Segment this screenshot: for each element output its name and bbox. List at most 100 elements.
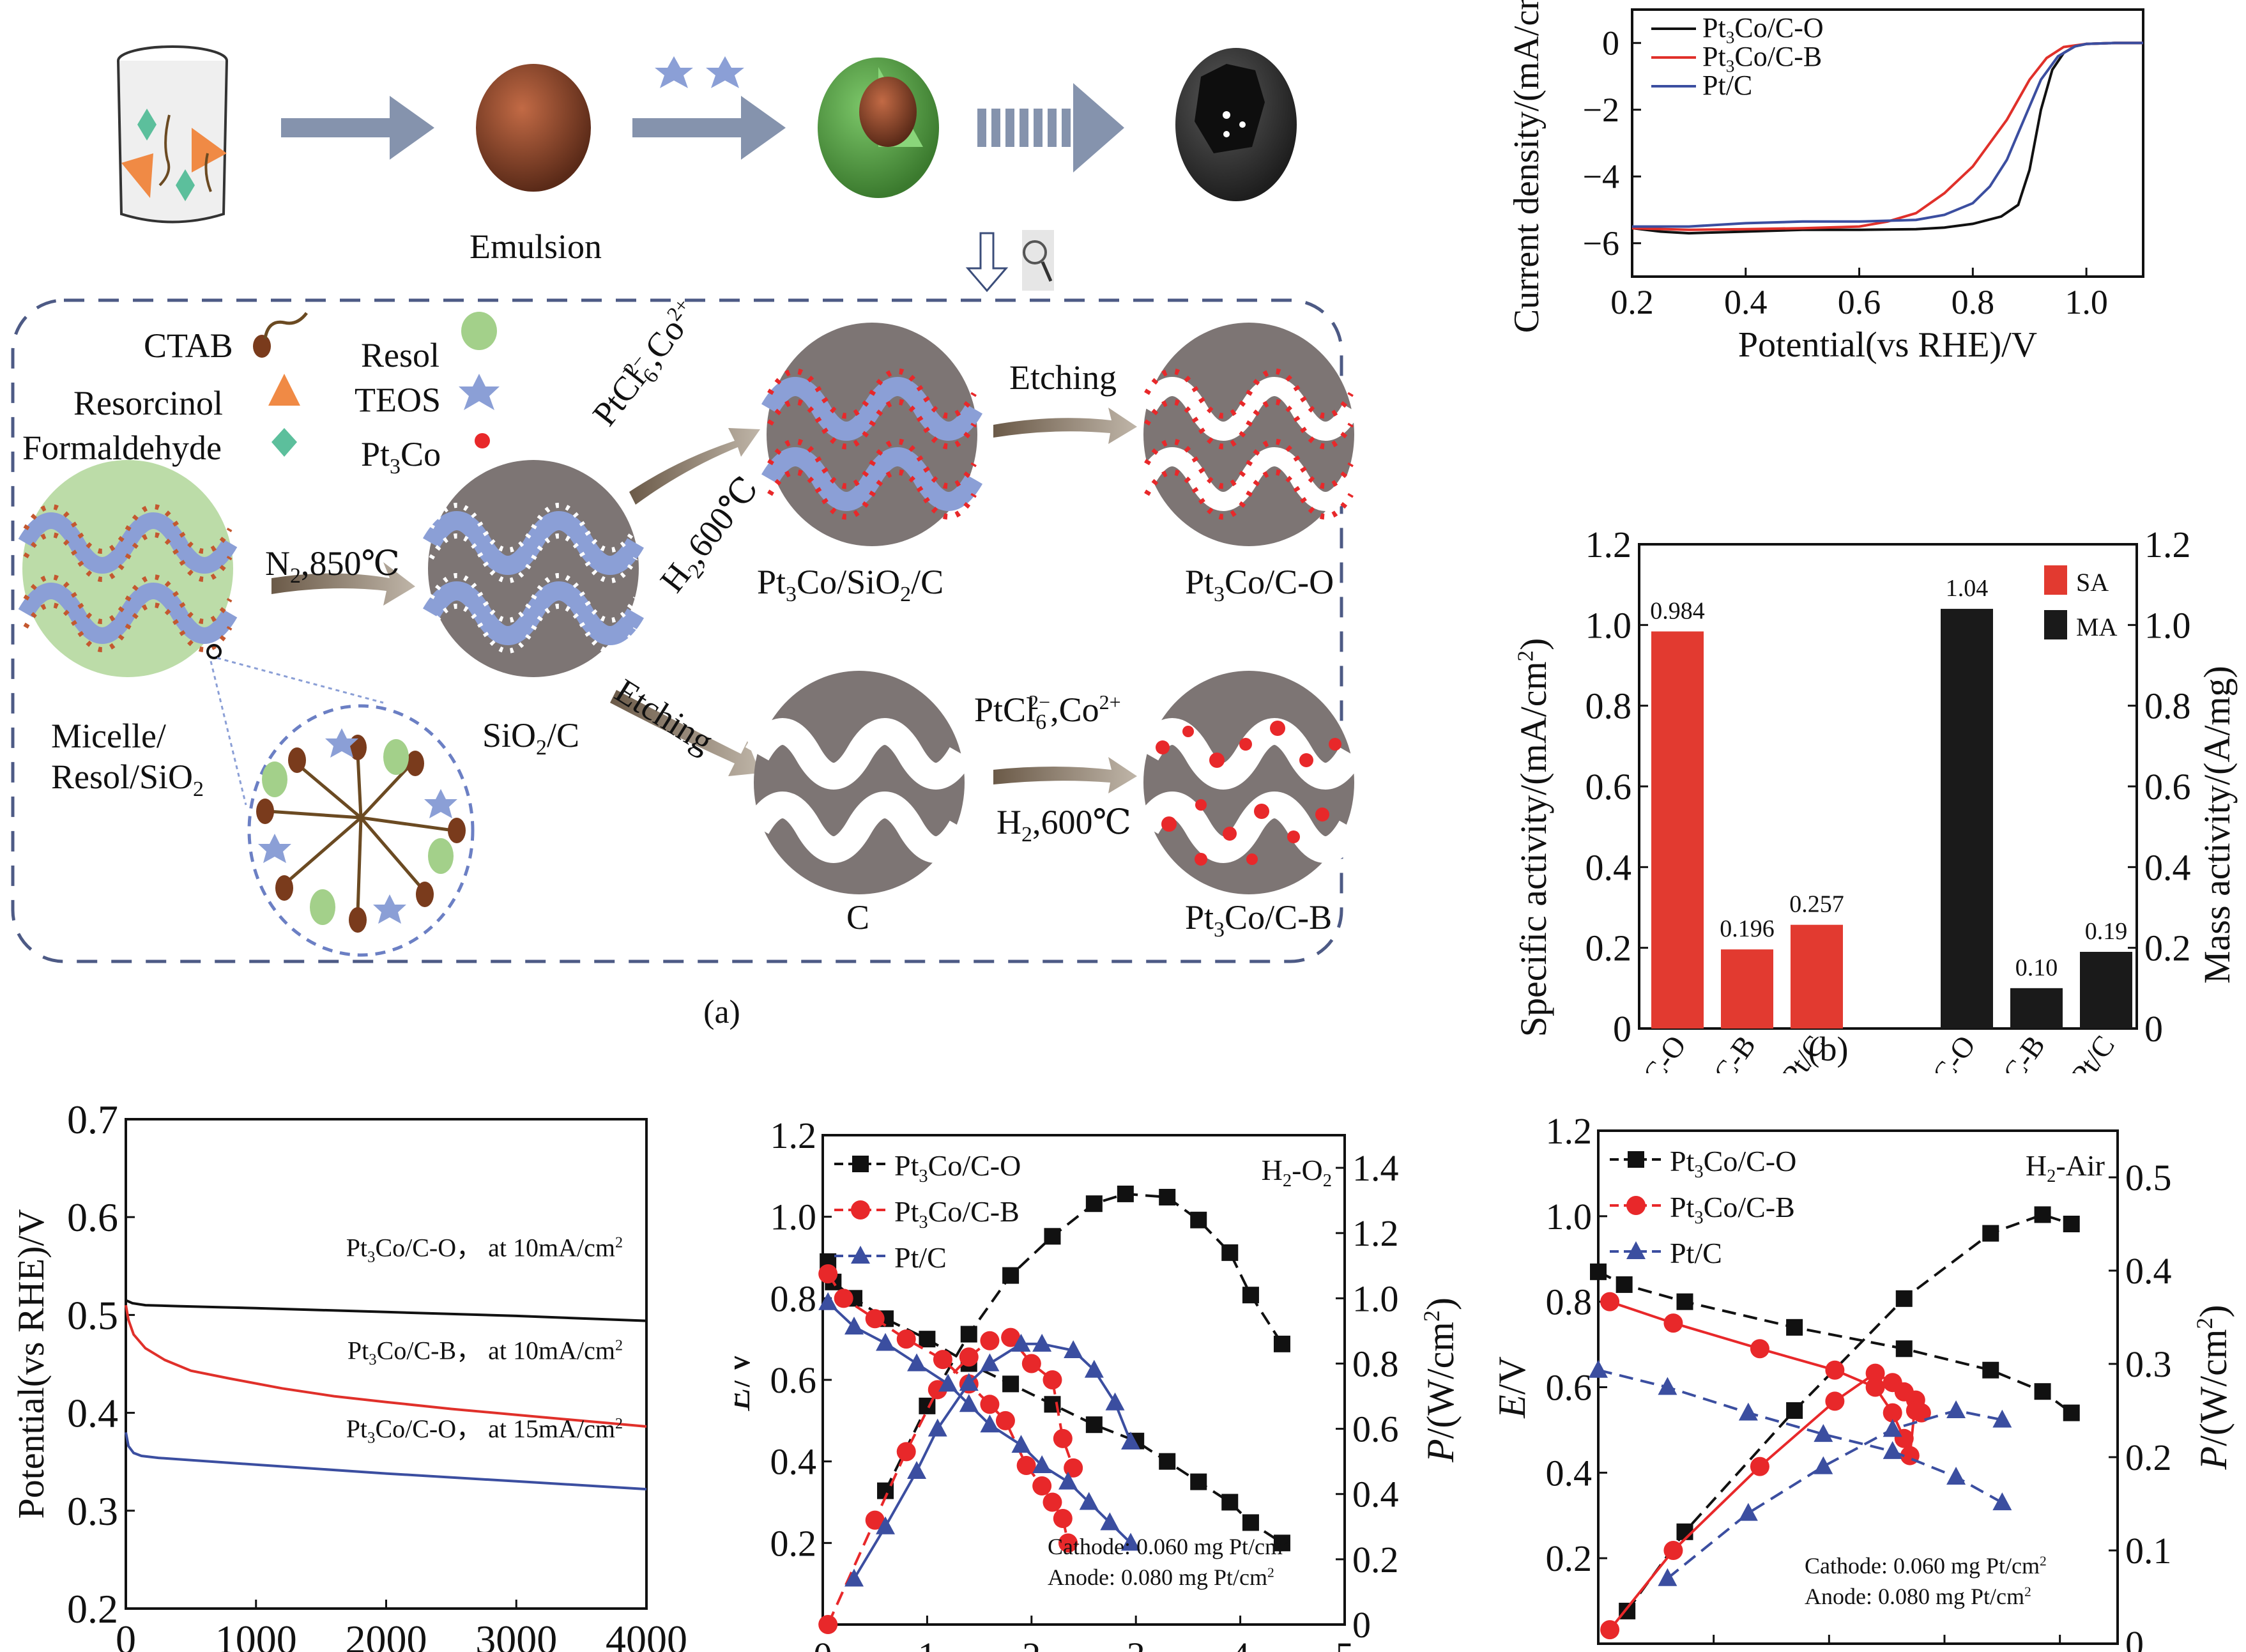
y2-tick-label: 0.8: [2144, 685, 2191, 727]
schematic-panel: Emulsion CTAB Resorcinol Formaldehyde Re…: [0, 0, 1488, 1073]
y-tick-label: −6: [1583, 224, 1619, 263]
polarization-point: [919, 1331, 936, 1348]
carbon-sphere: [745, 671, 974, 894]
polarization-point: [933, 1350, 952, 1370]
down-arrow-icon: [965, 232, 1009, 293]
polarization-point: [1079, 1492, 1099, 1510]
power-point: [1894, 1382, 1914, 1402]
polarization-point: [1883, 1441, 1902, 1459]
polarization-point: [1750, 1339, 1769, 1359]
x-category-label: Pt/C: [2064, 1029, 2121, 1073]
legend-swatch-sa: [2044, 565, 2067, 595]
lower-reagent-label: PtCl62−,Co2+: [974, 691, 1121, 734]
legend-label: Pt/C: [894, 1241, 947, 1274]
polarization-point: [1865, 1377, 1885, 1397]
n2-step-label: N2,850℃: [265, 544, 400, 588]
polarization-point: [1589, 1359, 1608, 1378]
polarization-point: [980, 1414, 1000, 1433]
bar-value-label: 1.04: [1946, 575, 1989, 602]
legend-resol: Resol: [361, 336, 440, 374]
orr-lsv-chart: 0.2 0.4 0.6 0.8 1.0 0 −2 −4 −6 Potential(vs RHE)/…: [1507, 0, 2144, 365]
series-annotation: Pt3​Co/C-B， at 10mA/cm2​: [348, 1336, 623, 1368]
y2-tick-label: 0.3: [2125, 1343, 2172, 1385]
series-line-1: [1631, 42, 2143, 231]
series-line-1: [125, 1304, 647, 1428]
legend-label: Pt3​Co/C-O: [894, 1149, 1021, 1186]
y2-tick-label: 0.5: [2125, 1157, 2172, 1198]
pt3co-c-b-sphere: [1134, 671, 1363, 894]
legend-label: Pt3​Co/C-B: [1702, 41, 1822, 76]
x-tick-label: 0.2: [1610, 283, 1654, 321]
power-point: [1895, 1290, 1913, 1307]
power-point: [907, 1460, 927, 1479]
legend-marker: [1626, 1196, 1646, 1215]
polarization-point: [1273, 1534, 1290, 1552]
polarization-point: [1600, 1292, 1620, 1312]
power-line-0: [884, 1192, 1283, 1492]
x-tick-label: 5: [1336, 1635, 1354, 1652]
y-tick-label: 0: [1602, 24, 1619, 62]
legend-label: Pt3​Co/C-O: [1670, 1145, 1796, 1182]
legend-teos: TEOS: [355, 381, 441, 419]
y2-tick-label: 1.2: [2144, 524, 2191, 565]
polarization-line-1: [827, 1273, 1069, 1543]
y2-axis-title: Mass activity/(A/mg): [2196, 666, 2238, 984]
y-tick-label: 0.2: [770, 1522, 817, 1564]
magnifier-icon: [1022, 230, 1054, 291]
power-point: [1011, 1333, 1031, 1352]
power-point: [1663, 1541, 1683, 1560]
y2-tick-label: 0.4: [2125, 1250, 2172, 1292]
y-tick-label: 0: [1613, 1008, 1631, 1050]
power-point: [1043, 1370, 1062, 1389]
c-label: C: [846, 898, 870, 937]
power-point: [1117, 1185, 1134, 1202]
polarization-point: [1616, 1276, 1633, 1293]
beaker-icon: [117, 45, 228, 224]
polarization-point: [2063, 1404, 2080, 1421]
power-point: [1982, 1225, 1999, 1242]
arrow-icon: [271, 562, 415, 606]
bar-ma: [2010, 988, 2063, 1029]
y-tick-label: 0.4: [1546, 1452, 1593, 1494]
caption-a: (a): [703, 994, 740, 1030]
x-category-label: Pt3​Co/C-O: [1593, 1029, 1696, 1073]
y-tick-label: 1.2: [770, 1115, 817, 1156]
polarization-point: [1825, 1360, 1845, 1380]
formaldehyde-icon: [271, 428, 297, 457]
y2-tick-label: 0.6: [1352, 1409, 1399, 1450]
teos-stars-icon: [655, 56, 744, 88]
power-point: [1242, 1287, 1259, 1304]
y-tick-label: 0.2: [67, 1586, 118, 1632]
h2o2-fuelcell-chart: 0 1 2 3 4 5 0.2 0.4 0.6 0.8 1.0 1.2 0 0.2 0.4 0.6 0.8 1.0…: [735, 1115, 1462, 1652]
bar-value-label: 0.19: [2085, 918, 2128, 945]
power-point: [1786, 1402, 1803, 1419]
power-point: [1053, 1428, 1073, 1448]
y-tick-label: 1.2: [1585, 524, 1632, 565]
polarization-point: [2034, 1383, 2051, 1400]
emulsion-label: Emulsion: [470, 227, 602, 266]
y2-axis-title: P/(W/cm2): [2192, 1305, 2235, 1471]
polarization-point: [1190, 1473, 1207, 1490]
legend-label: Pt3​Co/C-B: [1670, 1191, 1795, 1228]
lower-condition-label: H2,600℃: [997, 803, 1131, 846]
power-line-0: [1626, 1213, 2072, 1612]
polarization-point: [1883, 1403, 1902, 1423]
y-axis-title: E/V: [1491, 1356, 1533, 1419]
arrow-icon: [629, 428, 760, 505]
legend-resorcinol: Resorcinol: [73, 384, 223, 422]
power-point: [1001, 1327, 1021, 1347]
y2-tick-label: 0.4: [2144, 846, 2191, 888]
power-point: [876, 1516, 896, 1534]
sio2c-label: SiO2/C: [482, 716, 580, 760]
legend-label-ma: MA: [2076, 613, 2118, 641]
x-tick-label: 4000: [606, 1617, 687, 1652]
polarization-point: [995, 1411, 1015, 1430]
power-point: [1738, 1503, 1758, 1521]
power-point: [1825, 1391, 1845, 1411]
power-point: [1658, 1568, 1677, 1586]
y2-tick-label: 0.6: [2144, 766, 2191, 807]
y2-tick-label: 0.2: [1352, 1539, 1399, 1580]
polarization-point: [1895, 1340, 1913, 1358]
polarization-point: [1032, 1476, 1052, 1495]
power-point: [1064, 1340, 1083, 1359]
